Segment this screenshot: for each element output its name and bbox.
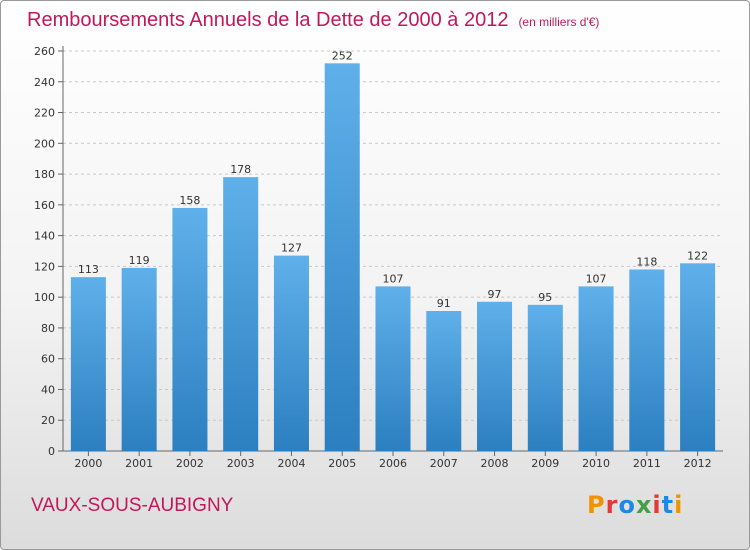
logo-letter: r [605, 491, 619, 519]
x-tick-label-2005: 2005 [328, 457, 356, 470]
y-tick-label: 120 [34, 260, 55, 273]
data-label-2000: 113 [78, 263, 99, 276]
x-tick-label-2010: 2010 [582, 457, 610, 470]
y-tick-label: 180 [34, 168, 55, 181]
data-label-2003: 178 [230, 163, 251, 176]
data-label-2007: 91 [437, 297, 451, 310]
commune-name: VAUX-SOUS-AUBIGNY [31, 495, 234, 516]
x-tick-label-2002: 2002 [176, 457, 204, 470]
logo-letter: o [618, 491, 636, 519]
bar-2002 [172, 207, 208, 451]
data-label-2004: 127 [281, 242, 302, 255]
logo-letter: x [635, 491, 653, 519]
bar-2010 [578, 286, 614, 451]
bar-2006 [375, 286, 411, 451]
data-label-2001: 119 [129, 254, 150, 267]
data-label-2005: 252 [332, 49, 353, 62]
chart-title-text: Remboursements Annuels de la Dette de 20… [27, 9, 509, 31]
y-tick-label: 200 [34, 137, 55, 150]
data-label-2009: 95 [538, 291, 552, 304]
y-tick-label: 160 [34, 199, 55, 212]
y-tick-label: 40 [41, 383, 55, 396]
bar-2005 [324, 63, 360, 452]
bar-2001 [121, 267, 157, 451]
x-tick-label-2007: 2007 [430, 457, 458, 470]
bar-2007 [426, 311, 462, 451]
bar-2003 [223, 177, 259, 451]
y-tick-label: 60 [41, 353, 55, 366]
x-tick-label-2008: 2008 [481, 457, 509, 470]
logo-letter: P [587, 491, 606, 519]
logo-letter: i [674, 491, 684, 519]
data-label-2002: 158 [179, 194, 200, 207]
logo-letter: t [661, 491, 675, 519]
data-label-2006: 107 [383, 272, 404, 285]
y-tick-label: 100 [34, 291, 55, 304]
x-tick-label-2009: 2009 [531, 457, 559, 470]
x-tick-label-2004: 2004 [277, 457, 305, 470]
x-tick-label-2012: 2012 [684, 457, 712, 470]
data-label-2012: 122 [687, 249, 708, 262]
bar-2011 [629, 269, 665, 451]
proxiti-logo: Proxiti [587, 491, 683, 519]
y-tick-label: 220 [34, 107, 55, 120]
bar-2009 [527, 304, 563, 451]
chart-unit-label: (en milliers d'€) [518, 15, 600, 29]
x-tick-label-2001: 2001 [125, 457, 153, 470]
x-tick-label-2006: 2006 [379, 457, 407, 470]
chart-title: Remboursements Annuels de la Dette de 20… [27, 9, 599, 32]
y-tick-label: 260 [34, 45, 55, 58]
x-tick-label-2011: 2011 [633, 457, 661, 470]
y-tick-label: 0 [48, 445, 55, 458]
bar-2008 [477, 301, 513, 451]
bar-2000 [70, 277, 106, 451]
data-label-2011: 118 [636, 255, 657, 268]
y-tick-label: 20 [41, 414, 55, 427]
y-tick-label: 80 [41, 322, 55, 335]
y-tick-label: 240 [34, 76, 55, 89]
data-label-2010: 107 [586, 272, 607, 285]
y-tick-label: 140 [34, 230, 55, 243]
bar-2004 [273, 255, 309, 451]
logo-letter: i [652, 491, 662, 519]
x-tick-label-2000: 2000 [74, 457, 102, 470]
bar-2012 [680, 263, 716, 451]
data-label-2008: 97 [488, 288, 502, 301]
x-tick-label-2003: 2003 [227, 457, 255, 470]
